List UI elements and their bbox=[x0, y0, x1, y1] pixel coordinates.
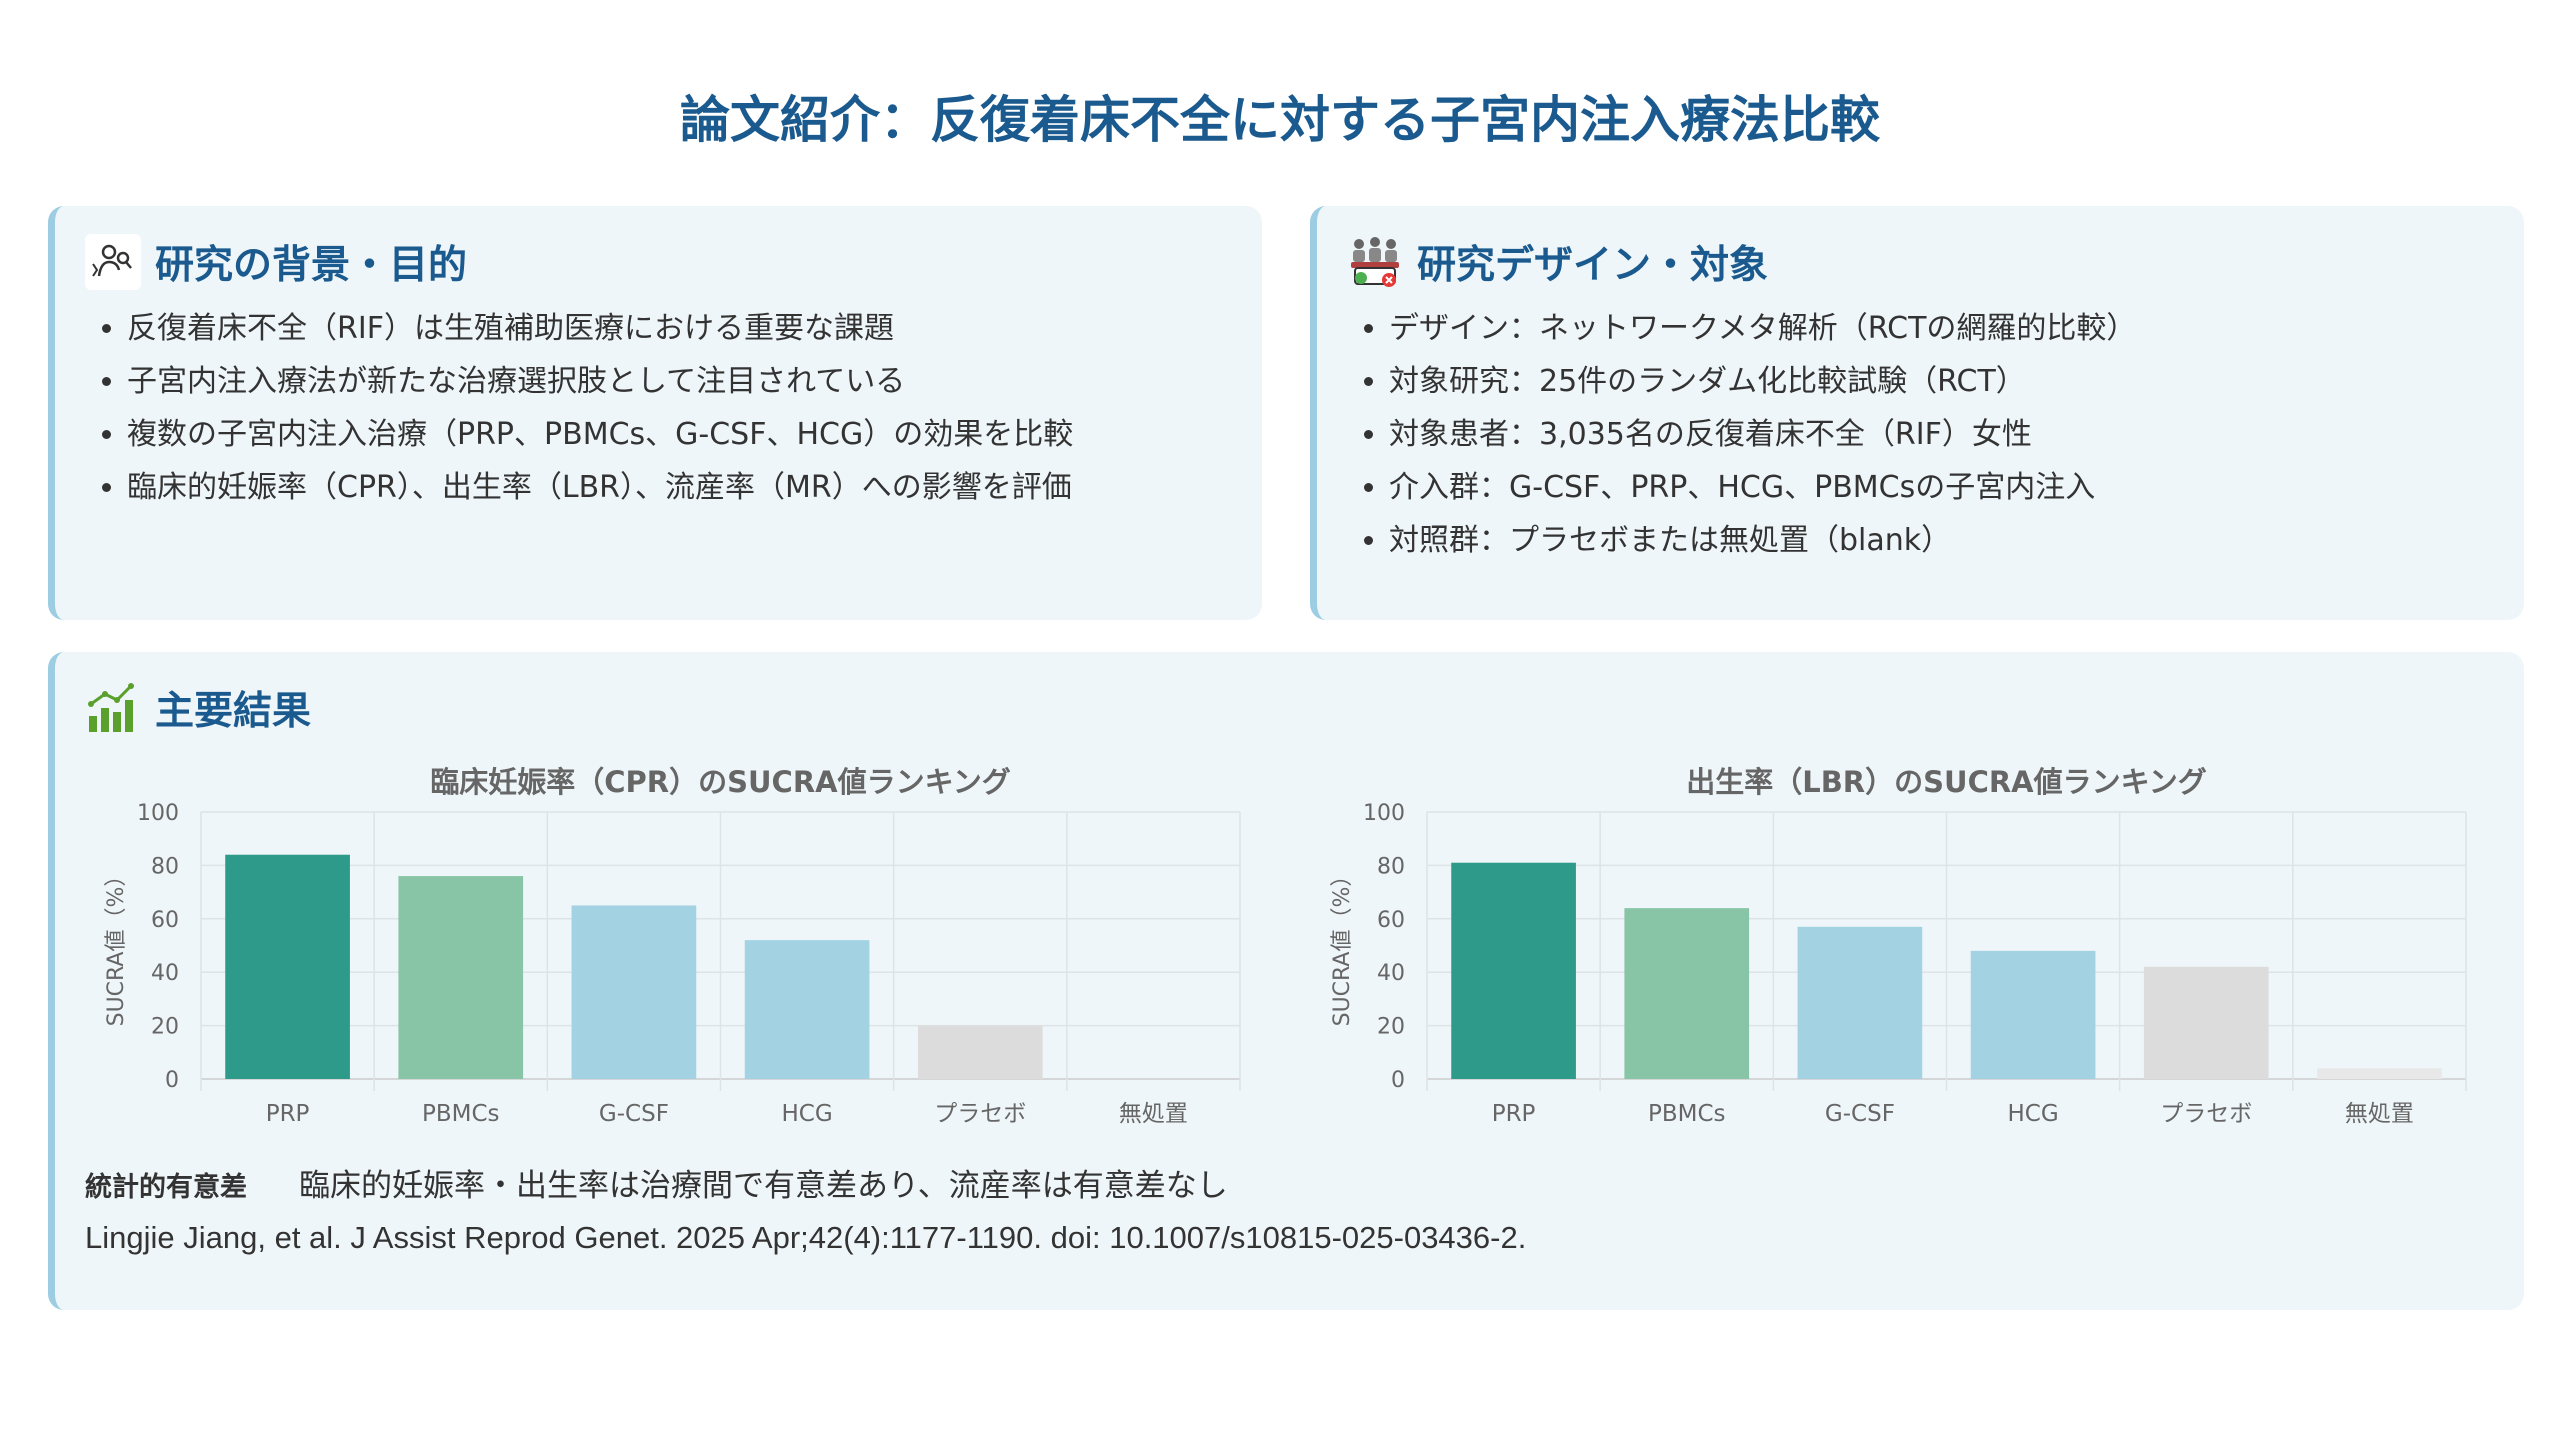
results-card-title: 主要結果 bbox=[155, 689, 312, 734]
design-card-title: 研究デザイン・対象 bbox=[1417, 243, 1769, 288]
x-tick-label: 無処置 bbox=[2345, 1101, 2414, 1127]
list-item: 対照群：プラセボまたは無処置（blank） bbox=[1389, 514, 2136, 567]
y-tick-label: 100 bbox=[137, 801, 179, 826]
bar bbox=[917, 1025, 1043, 1079]
y-tick-label: 0 bbox=[165, 1068, 179, 1093]
citation: Lingjie Jiang, et al. J Assist Reprod Ge… bbox=[85, 1220, 1527, 1255]
bar bbox=[1624, 908, 1750, 1079]
bar bbox=[1970, 950, 2096, 1079]
bar bbox=[1451, 862, 1576, 1079]
x-tick-label: 無処置 bbox=[1119, 1101, 1188, 1127]
results-card-header: 主要結果 bbox=[85, 678, 311, 738]
bar bbox=[2317, 1068, 2442, 1079]
study-group-icon bbox=[1351, 237, 1399, 287]
x-tick-label: G-CSF bbox=[1825, 1101, 1895, 1127]
background-card-title: 研究の背景・目的 bbox=[155, 243, 468, 288]
y-tick-label: 80 bbox=[151, 854, 179, 879]
y-tick-label: 60 bbox=[151, 908, 179, 933]
x-tick-label: プラセボ bbox=[934, 1101, 1026, 1127]
statistical-note-label: 統計的有意差 bbox=[85, 1172, 247, 1203]
x-tick-label: HCG bbox=[2007, 1101, 2058, 1127]
researcher-icon bbox=[85, 234, 141, 290]
bar bbox=[1797, 926, 1923, 1079]
y-tick-label: 20 bbox=[151, 1015, 179, 1040]
y-tick-label: 60 bbox=[1377, 908, 1405, 933]
bar bbox=[744, 940, 870, 1079]
cpr-sucra-chart: 臨床妊娠率（CPR）のSUCRA値ランキング 0 20 40 60 80 100 PRP PBM… bbox=[104, 765, 1241, 1127]
y-tick-label: 100 bbox=[1363, 801, 1405, 826]
design-card: 研究デザイン・対象 デザイン：ネットワークメタ解析（RCTの網羅的比較） 対象研… bbox=[1310, 206, 2524, 620]
bar bbox=[398, 876, 524, 1079]
list-item: 子宮内注入療法が新たな治療選択肢として注目されている bbox=[127, 355, 1073, 408]
y-tick-label: 20 bbox=[1377, 1015, 1405, 1040]
list-item: 反復着床不全（RIF）は生殖補助医療における重要な課題 bbox=[127, 302, 1073, 355]
x-tick-label: PRP bbox=[266, 1101, 310, 1127]
bar bbox=[2143, 966, 2269, 1079]
x-tick-label: PBMCs bbox=[422, 1101, 500, 1127]
background-card: 研究の背景・目的 反復着床不全（RIF）は生殖補助医療における重要な課題 子宮内… bbox=[48, 206, 1262, 620]
y-axis-title: SUCRA値（%） bbox=[104, 865, 129, 1027]
list-item: 臨床的妊娠率（CPR）、出生率（LBR）、流産率（MR）への影響を評価 bbox=[127, 461, 1073, 514]
bar-chart-trend-icon bbox=[88, 683, 134, 732]
list-item: 対象研究：25件のランダム化比較試験（RCT） bbox=[1389, 355, 2136, 408]
chart-title: 出生率（LBR）のSUCRA値ランキング bbox=[1686, 765, 2207, 799]
lbr-sucra-chart: 出生率（LBR）のSUCRA値ランキング 0 20 40 60 80 100 PRP PBMCs… bbox=[1330, 765, 2467, 1127]
design-list: デザイン：ネットワークメタ解析（RCTの網羅的比較） 対象研究：25件のランダム… bbox=[1347, 302, 2136, 567]
results-card: 主要結果 臨床妊娠率（CPR）のSUCRA値ランキング 0 20 40 60 80 100 P… bbox=[48, 652, 2524, 1310]
background-list: 反復着床不全（RIF）は生殖補助医療における重要な課題 子宮内注入療法が新たな治… bbox=[85, 302, 1073, 514]
list-item: 介入群：G-CSF、PRP、HCG、PBMCsの子宮内注入 bbox=[1389, 461, 2136, 514]
x-tick-label: HCG bbox=[781, 1101, 832, 1127]
chart-title: 臨床妊娠率（CPR）のSUCRA値ランキング bbox=[430, 765, 1011, 799]
y-tick-label: 80 bbox=[1377, 854, 1405, 879]
list-item: 複数の子宮内注入治療（PRP、PBMCs、G-CSF、HCG）の効果を比較 bbox=[127, 408, 1073, 461]
y-tick-label: 0 bbox=[1391, 1068, 1405, 1093]
statistical-note-text: 臨床的妊娠率・出生率は治療間で有意差あり、流産率は有意差なし bbox=[299, 1168, 1228, 1204]
page-title: 論文紹介：反復着床不全に対する子宮内注入療法比較 bbox=[680, 91, 1880, 149]
x-tick-label: G-CSF bbox=[599, 1101, 669, 1127]
y-tick-label: 40 bbox=[1377, 961, 1405, 986]
y-tick-label: 40 bbox=[151, 961, 179, 986]
background-card-header: 研究の背景・目的 bbox=[85, 232, 467, 292]
x-tick-label: プラセボ bbox=[2160, 1101, 2252, 1127]
statistical-note: 統計的有意差 臨床的妊娠率・出生率は治療間で有意差あり、流産率は有意差なし bbox=[85, 1160, 1228, 1205]
x-tick-label: PBMCs bbox=[1648, 1101, 1726, 1127]
bar bbox=[225, 854, 350, 1079]
x-tick-label: PRP bbox=[1492, 1101, 1536, 1127]
list-item: デザイン：ネットワークメタ解析（RCTの網羅的比較） bbox=[1389, 302, 2136, 355]
design-card-header: 研究デザイン・対象 bbox=[1347, 232, 1768, 292]
y-axis-title: SUCRA値（%） bbox=[1330, 865, 1355, 1027]
bar bbox=[571, 905, 697, 1079]
list-item: 対象患者：3,035名の反復着床不全（RIF）女性 bbox=[1389, 408, 2136, 461]
